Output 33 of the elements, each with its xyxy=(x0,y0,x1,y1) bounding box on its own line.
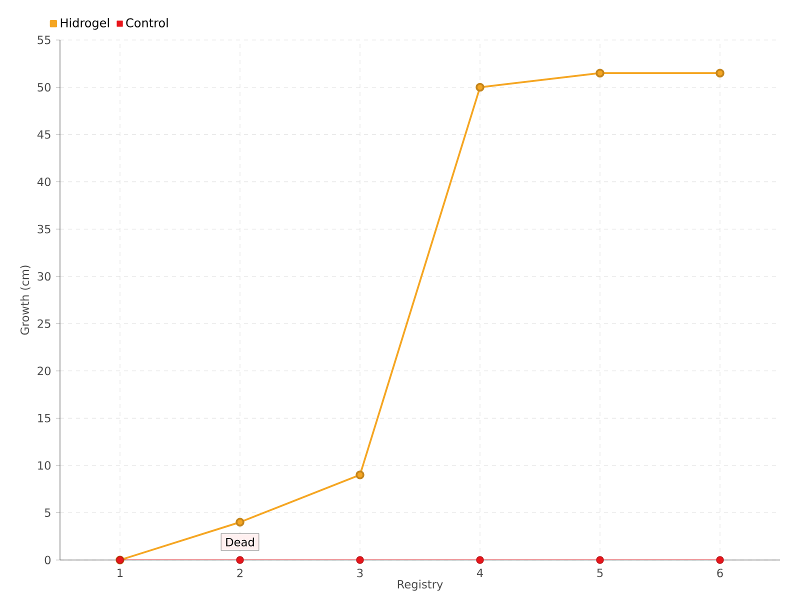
point xyxy=(596,556,604,564)
y-tick-label: 0 xyxy=(44,556,51,564)
y-tick-label: 50 xyxy=(38,83,51,92)
y-tick-label: 15 xyxy=(38,414,50,422)
y-tick-label: 20 xyxy=(38,366,51,376)
point xyxy=(236,556,244,564)
legend-label: Control xyxy=(126,18,168,28)
y-tick-label: 10 xyxy=(38,461,51,470)
point xyxy=(236,518,244,527)
legend-label: Hidrogel xyxy=(60,18,109,30)
x-tick-label: 4 xyxy=(476,568,483,577)
x-tick-label: 3 xyxy=(357,568,363,578)
y-tick-label: 55 xyxy=(38,36,50,44)
x-tick-label: 1 xyxy=(118,568,123,577)
y-axis-title: Growth (cm) xyxy=(20,266,30,335)
y-tick-label: 25 xyxy=(38,319,50,328)
y-tick-label: 35 xyxy=(38,224,50,234)
x-axis-title: Registry xyxy=(398,580,443,591)
y-tick-label: 30 xyxy=(38,272,51,281)
y-tick-label: 5 xyxy=(44,508,50,517)
annotation: Dead xyxy=(226,538,254,546)
y-tick-label: 45 xyxy=(37,130,50,139)
x-tick-label: 6 xyxy=(717,568,723,578)
point xyxy=(356,470,364,480)
x-tick-label: 5 xyxy=(597,568,603,578)
x-tick-label: 2 xyxy=(237,568,242,578)
point xyxy=(596,68,604,78)
point xyxy=(476,82,484,92)
point xyxy=(356,556,364,564)
point xyxy=(716,556,724,564)
point xyxy=(476,556,484,564)
y-tick-label: 40 xyxy=(37,178,51,186)
point xyxy=(716,68,724,78)
